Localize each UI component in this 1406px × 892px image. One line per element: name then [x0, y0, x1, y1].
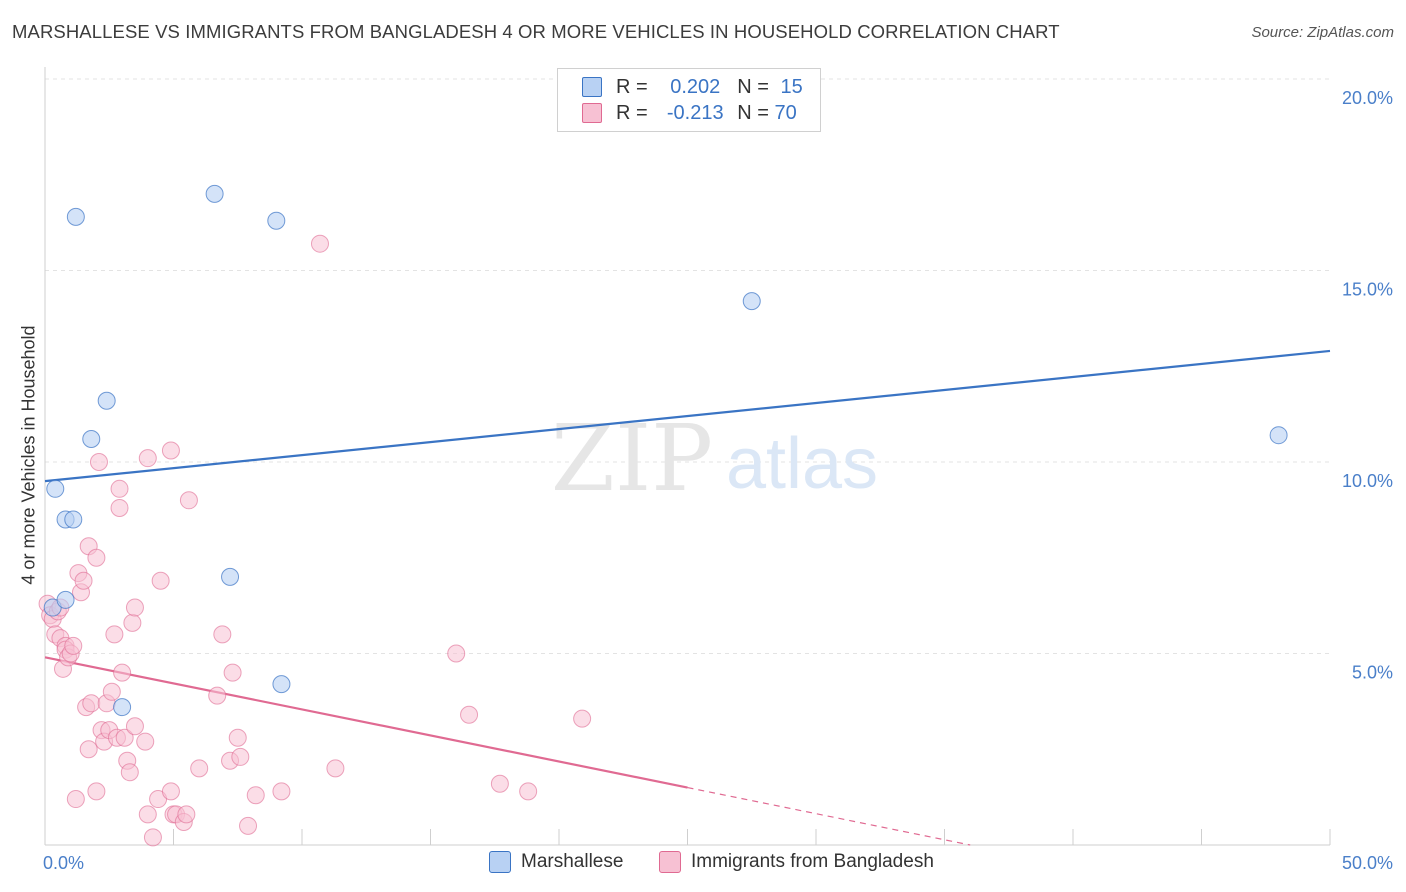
y-axis-label: 4 or more Vehicles in Household: [18, 325, 39, 585]
series-legend: Marshallese Immigrants from Bangladesh: [0, 851, 1406, 879]
y-tick-label: 10.0%: [1342, 471, 1393, 491]
data-point-bangladesh: [105, 625, 124, 644]
legend-n-value: 15: [780, 75, 803, 98]
watermark: ZIP atlas: [551, 405, 878, 512]
data-point-bangladesh: [138, 805, 157, 824]
y-tick-label: 15.0%: [1342, 280, 1393, 300]
data-point-bangladesh: [113, 663, 132, 682]
data-point-bangladesh: [246, 786, 265, 805]
data-point-bangladesh: [447, 644, 466, 663]
data-point-bangladesh: [120, 763, 139, 782]
data-point-bangladesh: [239, 816, 258, 835]
data-point-bangladesh: [64, 636, 83, 655]
axes: [44, 67, 1331, 846]
trend-line-bangladesh-extension: [687, 786, 971, 846]
legend-r-value: 0.202: [670, 75, 721, 98]
legend-item-bangladesh: Immigrants from Bangladesh: [659, 851, 934, 873]
data-point-bangladesh: [143, 828, 162, 847]
data-point-bangladesh: [87, 782, 106, 801]
y-tick-label: 20.0%: [1342, 88, 1393, 108]
data-point-bangladesh: [272, 782, 291, 801]
x-tick-label: 50.0%: [1342, 853, 1393, 873]
tick-labels: 5.0% 10.0% 15.0% 20.0% 0.0% 50.0%: [43, 88, 1393, 873]
data-point-bangladesh: [179, 491, 198, 510]
legend-r-label: R =: [616, 101, 648, 124]
data-point-marshallese: [205, 184, 224, 203]
data-point-bangladesh: [123, 613, 142, 632]
legend-r-label: R =: [616, 75, 648, 98]
data-point-bangladesh: [490, 774, 509, 793]
legend-swatch-pink: [582, 103, 602, 123]
data-points: [38, 184, 1288, 847]
legend-n-label: N =: [737, 75, 769, 98]
data-point-marshallese: [46, 479, 65, 498]
data-point-bangladesh: [213, 625, 232, 644]
data-point-bangladesh: [190, 759, 209, 778]
legend-r-value: -0.213: [666, 101, 724, 124]
data-point-bangladesh: [102, 682, 121, 701]
legend-label-bangladesh: Immigrants from Bangladesh: [691, 851, 934, 872]
data-point-bangladesh: [138, 449, 157, 468]
data-point-bangladesh: [66, 790, 85, 809]
data-point-bangladesh: [460, 705, 479, 724]
legend-n-label: N =: [737, 101, 769, 124]
data-point-bangladesh: [125, 717, 144, 736]
data-point-marshallese: [113, 698, 132, 717]
legend-swatch-blue: [582, 77, 602, 97]
legend-item-marshallese: Marshallese: [489, 851, 623, 873]
watermark-zip: ZIP: [551, 405, 713, 512]
source-label: Source: ZipAtlas.com: [1251, 24, 1394, 41]
data-point-bangladesh: [110, 479, 129, 498]
data-point-bangladesh: [115, 728, 134, 747]
data-point-bangladesh: [125, 598, 144, 617]
data-point-bangladesh: [573, 709, 592, 728]
data-point-bangladesh: [161, 782, 180, 801]
legend-label-marshallese: Marshallese: [521, 851, 624, 872]
data-point-bangladesh: [231, 747, 250, 766]
data-point-bangladesh: [519, 782, 538, 801]
legend-swatch-pink: [659, 851, 681, 873]
correlation-legend: R = 0.202 N = 15 R = -0.213 N = 70: [557, 68, 821, 132]
data-point-bangladesh: [310, 234, 329, 253]
data-point-bangladesh: [110, 498, 129, 517]
data-point-bangladesh: [79, 740, 98, 759]
grid-lines: [45, 78, 1330, 654]
data-point-marshallese: [66, 207, 85, 226]
data-point-bangladesh: [223, 663, 242, 682]
data-point-marshallese: [97, 391, 116, 410]
y-tick-label: 5.0%: [1352, 663, 1393, 683]
legend-n-value: 70: [774, 101, 797, 124]
data-point-bangladesh: [87, 548, 106, 567]
data-point-bangladesh: [74, 571, 93, 590]
watermark-atlas: atlas: [726, 424, 878, 504]
data-point-bangladesh: [228, 728, 247, 747]
trend-line-marshallese: [44, 349, 1331, 483]
data-point-marshallese: [82, 430, 101, 449]
data-point-marshallese: [221, 567, 240, 586]
data-point-marshallese: [56, 590, 75, 609]
trend-line-bangladesh: [44, 656, 688, 789]
data-point-marshallese: [267, 211, 286, 230]
data-point-marshallese: [64, 510, 83, 529]
data-point-bangladesh: [136, 732, 155, 751]
x-tick-label: 0.0%: [43, 853, 84, 873]
data-point-bangladesh: [326, 759, 345, 778]
data-point-bangladesh: [89, 453, 108, 471]
legend-swatch-blue: [489, 851, 511, 873]
data-point-marshallese: [1269, 426, 1288, 445]
data-point-bangladesh: [208, 686, 227, 705]
data-point-bangladesh: [177, 805, 196, 824]
chart-title: MARSHALLESE VS IMMIGRANTS FROM BANGLADES…: [12, 21, 1060, 42]
data-point-bangladesh: [151, 571, 170, 590]
data-point-marshallese: [742, 292, 761, 311]
data-point-bangladesh: [82, 694, 101, 713]
trend-lines: [44, 349, 1331, 846]
data-point-marshallese: [272, 675, 291, 694]
data-point-bangladesh: [161, 441, 180, 460]
